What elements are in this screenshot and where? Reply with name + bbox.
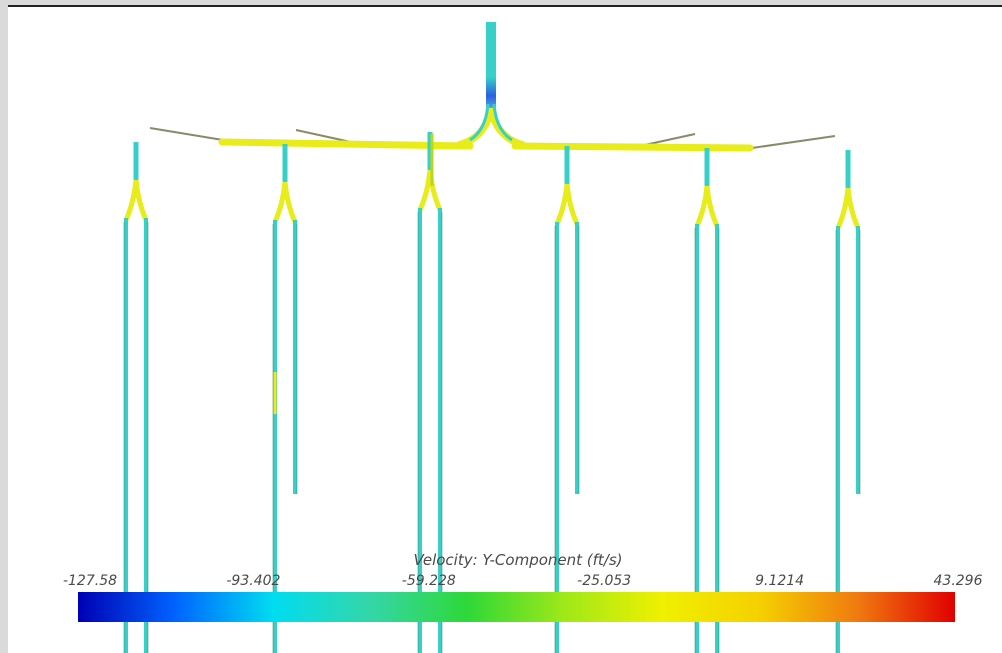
inlet-split-core [492, 103, 513, 142]
inlet-split-core [469, 103, 490, 142]
colorbar-tick-label: -25.053 [577, 573, 631, 589]
colorbar-tick-label: 9.1214 [755, 573, 804, 589]
branch-pipe [694, 148, 720, 653]
colorbar-ramp [78, 592, 955, 622]
branch-pipes [123, 132, 861, 653]
colorbar: Velocity: Y-Component (ft/s) -127.58 -93.… [63, 551, 983, 622]
branch-pipe [417, 132, 443, 653]
colorbar-tick-label: -59.228 [402, 573, 456, 589]
inlet-stem [486, 22, 496, 114]
pipe-network [123, 22, 861, 653]
colorbar-tick-label: -93.402 [226, 573, 280, 589]
colorbar-title: Velocity: Y-Component (ft/s) [413, 551, 622, 569]
branch-pipe [835, 150, 861, 653]
branch-pipe [554, 146, 580, 653]
header-stub [751, 135, 836, 149]
colorbar-tick-label: -127.58 [63, 573, 117, 589]
colorbar-tick-label: 43.296 [934, 573, 983, 589]
branch-pipe [272, 144, 298, 653]
branch-pipe [123, 142, 149, 653]
colorbar-tick-labels: -127.58 -93.402 -59.228 -25.053 9.1214 43.296 [63, 573, 983, 589]
inlet-pipe [456, 22, 526, 149]
